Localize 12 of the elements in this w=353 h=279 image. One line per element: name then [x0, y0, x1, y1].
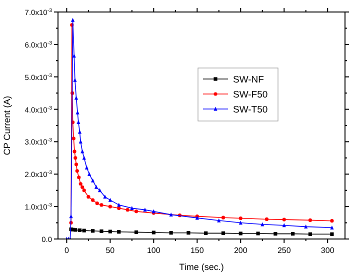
x-tick-label: 250: [277, 246, 292, 255]
x-tick-label: 300: [320, 246, 335, 255]
x-tick-label: 200: [234, 246, 248, 255]
legend-label: SW-NF: [233, 74, 264, 86]
legend-label: SW-T50: [233, 104, 268, 116]
y-axis-title: CP Current (A): [2, 96, 12, 156]
x-tick-label: 150: [190, 246, 204, 255]
x-tick-label: 0: [64, 246, 70, 255]
x-tick-label: 100: [146, 246, 161, 255]
legend-label: SW-F50: [233, 90, 268, 100]
x-axis-title: Time (sec.): [179, 262, 224, 272]
x-tick-label: 50: [106, 246, 116, 255]
